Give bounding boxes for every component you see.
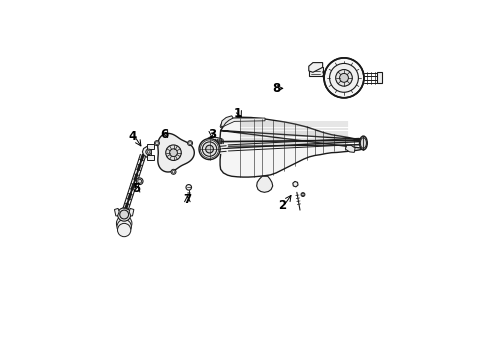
- Circle shape: [117, 220, 131, 234]
- Circle shape: [166, 145, 181, 161]
- Polygon shape: [143, 146, 151, 157]
- Polygon shape: [147, 155, 153, 159]
- Polygon shape: [293, 181, 298, 187]
- Circle shape: [206, 145, 214, 153]
- Polygon shape: [309, 67, 322, 76]
- Text: 2: 2: [278, 199, 286, 212]
- Text: 1: 1: [234, 107, 242, 120]
- Polygon shape: [158, 134, 195, 172]
- Circle shape: [171, 169, 176, 174]
- Circle shape: [336, 69, 352, 86]
- Circle shape: [146, 149, 151, 155]
- Circle shape: [154, 141, 159, 146]
- Circle shape: [136, 178, 143, 185]
- Polygon shape: [129, 208, 134, 216]
- Circle shape: [117, 216, 132, 231]
- Circle shape: [340, 73, 348, 82]
- Polygon shape: [309, 63, 322, 72]
- Circle shape: [186, 185, 192, 190]
- Polygon shape: [207, 137, 222, 149]
- Ellipse shape: [360, 136, 368, 150]
- Text: 8: 8: [272, 82, 281, 95]
- Circle shape: [120, 210, 128, 219]
- Circle shape: [118, 223, 131, 237]
- Circle shape: [330, 63, 358, 92]
- Circle shape: [118, 208, 131, 221]
- Text: 7: 7: [183, 193, 192, 206]
- Circle shape: [301, 193, 305, 197]
- Polygon shape: [345, 145, 355, 152]
- Polygon shape: [220, 118, 265, 128]
- Polygon shape: [377, 72, 382, 84]
- Circle shape: [188, 141, 193, 146]
- Circle shape: [170, 149, 177, 157]
- Text: 6: 6: [161, 128, 169, 141]
- Circle shape: [138, 179, 142, 183]
- Polygon shape: [220, 116, 233, 126]
- Ellipse shape: [360, 138, 367, 148]
- Text: 3: 3: [208, 128, 216, 141]
- Text: 5: 5: [132, 182, 141, 195]
- Polygon shape: [115, 208, 119, 216]
- Polygon shape: [257, 176, 273, 192]
- Circle shape: [324, 58, 364, 98]
- Circle shape: [199, 139, 220, 159]
- Polygon shape: [220, 117, 365, 177]
- Circle shape: [202, 142, 217, 156]
- Polygon shape: [147, 144, 153, 149]
- Text: 4: 4: [129, 130, 137, 143]
